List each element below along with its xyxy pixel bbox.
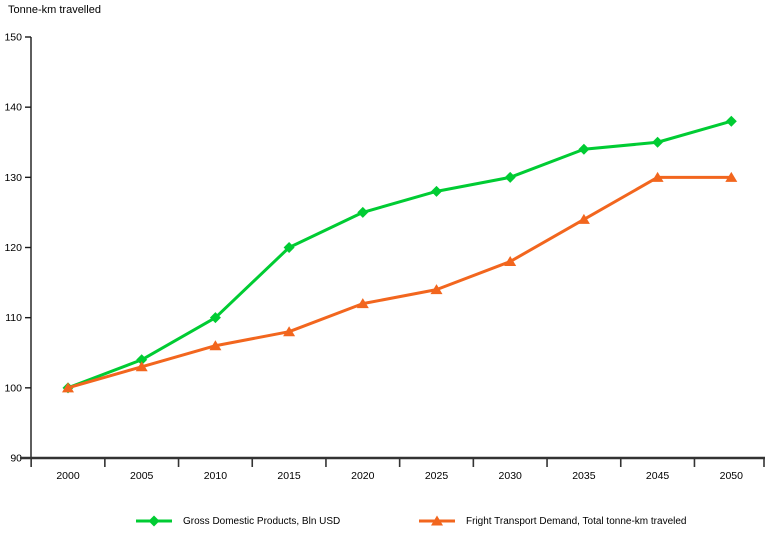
diamond-marker-0 (283, 242, 295, 253)
y-tick-label: 150 (4, 32, 22, 44)
plot-area: 90 100 110 120 130 140 150 2000 2005 2010 2015 2020… (4, 32, 765, 482)
x-tick-label: 2010 (204, 470, 228, 482)
diamond-legend-icon (136, 515, 172, 527)
triangle-marker-1 (430, 284, 443, 295)
triangle-marker-1 (135, 361, 148, 372)
y-tick-label: 110 (5, 312, 22, 324)
triangle-marker-1 (283, 326, 296, 337)
diamond-marker-0 (431, 185, 442, 197)
x-tick-label: 2015 (277, 470, 301, 482)
diamond-marker-0 (652, 136, 664, 148)
triangle-marker-1 (725, 171, 738, 182)
diamond-marker-0 (209, 312, 221, 324)
x-tick-label: 2030 (499, 470, 523, 482)
x-tick-label: 2000 (56, 470, 80, 482)
triangle-marker-1 (577, 213, 590, 224)
y-tick-label: 140 (4, 102, 22, 114)
y-tick-label: 130 (4, 172, 22, 184)
x-tick-label: 2005 (130, 470, 154, 482)
diamond-marker-0 (136, 354, 148, 366)
triangle-marker-legend-1 (431, 515, 443, 526)
legend-item-1: Fright Transport Demand, Total tonne-km … (418, 512, 686, 530)
y-tick-label: 120 (4, 242, 22, 254)
triangle-marker-1 (356, 298, 369, 309)
series-line-0 (66, 119, 733, 390)
legend-label: Gross Domestic Products, Bln USD (183, 515, 341, 527)
y-axis: 90 100 110 120 130 140 150 (4, 32, 32, 465)
diamond-marker-legend-0 (148, 515, 160, 527)
legend-label: Fright Transport Demand, Total tonne-km … (466, 515, 687, 527)
series-line-1 (66, 175, 733, 390)
legend-item-0: Gross Domestic Products, Bln USD (135, 512, 340, 530)
triangle-marker-1 (504, 256, 517, 267)
series-1 (62, 171, 738, 393)
x-tick-label: 2035 (572, 470, 596, 482)
diamond-marker-0 (504, 171, 516, 183)
series-0 (62, 115, 737, 394)
x-tick-label: 2020 (351, 470, 375, 482)
triangle-marker-1 (651, 171, 664, 182)
triangle-marker-1 (209, 340, 222, 351)
x-axis: 2000 2005 2010 2015 2020 2025 2030 2035 2045 2050 (20, 456, 765, 482)
diamond-marker-0 (357, 206, 369, 218)
y-tick-label: 100 (4, 382, 22, 394)
diamond-marker-0 (725, 115, 737, 127)
y-tick-label: 90 (10, 453, 22, 465)
x-tick-label: 2050 (720, 470, 744, 482)
legend: Gross Domestic Products, Bln USD Fright T… (0, 512, 768, 532)
triangle-marker-1 (62, 382, 74, 393)
diamond-marker-0 (578, 143, 590, 155)
triangle-legend-icon (419, 515, 455, 526)
x-tick-label: 2045 (646, 470, 670, 482)
chart-title: Tonne-km travelled (8, 4, 101, 16)
x-tick-label: 2025 (425, 470, 449, 482)
